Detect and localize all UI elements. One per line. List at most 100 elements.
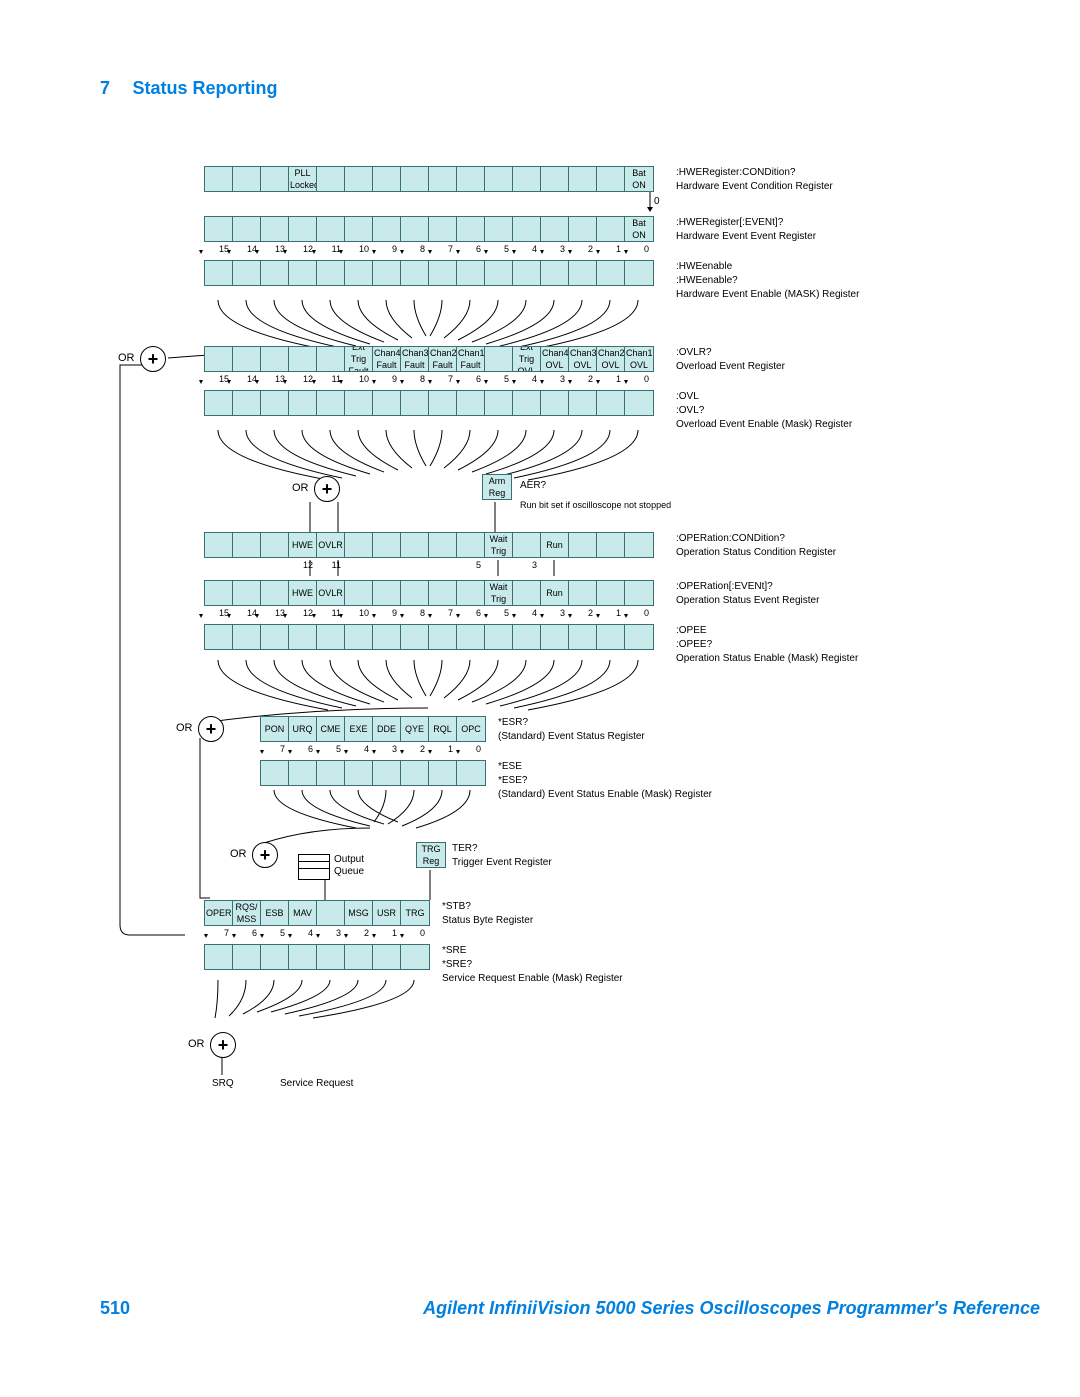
bit-numbers-ovl: 1514131211109876543210 <box>204 374 652 384</box>
or-gate-1: + <box>140 346 166 372</box>
register-bit-cell <box>261 533 289 557</box>
register-bit-cell <box>597 261 625 285</box>
section-title: Status Reporting <box>132 78 277 99</box>
register-bit-cell <box>261 217 289 241</box>
bit-number: 8 <box>400 374 428 384</box>
bit-number: 6 <box>456 608 484 618</box>
register-bit-cell <box>205 217 233 241</box>
bit-numbers-esr: 76543210 <box>260 744 484 754</box>
sre-label: *SRE*SRE?Service Request Enable (Mask) R… <box>442 944 623 986</box>
ovl-event-register: Ext Trig FaultChan4 FaultChan3 FaultChan… <box>204 346 654 372</box>
bit-number: 6 <box>288 744 316 754</box>
bit-number: 4 <box>288 928 316 938</box>
register-bit-cell <box>345 261 373 285</box>
register-bit-cell <box>569 217 597 241</box>
esr-register: PONURQCMEEXEDDEQYERQLOPC <box>260 716 486 742</box>
register-bit-cell <box>261 945 289 969</box>
hwe-enable-register <box>204 260 654 286</box>
register-bit-cell <box>457 261 485 285</box>
section-number: 7 <box>100 78 110 99</box>
ter-label: TER?Trigger Event Register <box>452 842 552 870</box>
op-event-register: HWEOVLRWait TrigRun <box>204 580 654 606</box>
page-footer: 510 Agilent InfiniiVision 5000 Series Os… <box>100 1298 1040 1319</box>
register-bit-cell <box>513 261 541 285</box>
bit-number: 6 <box>456 374 484 384</box>
bit-number: 3 <box>512 560 540 570</box>
register-bit-cell: RQS/ MSS <box>233 901 261 925</box>
register-bit-cell <box>373 625 401 649</box>
run-note: Run bit set if oscilloscope not stopped <box>520 500 671 510</box>
register-bit-cell <box>625 581 653 605</box>
register-bit-cell: Ext Trig Fault <box>345 347 373 371</box>
register-bit-cell <box>429 167 457 191</box>
op-enable-label: :OPEE:OPEE?Operation Status Enable (Mask… <box>676 624 858 666</box>
bit-number: 1 <box>596 244 624 254</box>
register-bit-cell <box>457 167 485 191</box>
register-bit-cell <box>345 217 373 241</box>
register-bit-cell <box>261 261 289 285</box>
bit-number <box>372 560 400 570</box>
register-bit-cell: HWE <box>289 533 317 557</box>
register-bit-cell <box>317 901 345 925</box>
page-header: 7 Status Reporting <box>100 78 277 99</box>
register-bit-cell <box>429 533 457 557</box>
register-bit-cell <box>289 761 317 785</box>
bit-number: 4 <box>512 608 540 618</box>
register-bit-cell: URQ <box>289 717 317 741</box>
register-bit-cell <box>317 625 345 649</box>
bit-number: 1 <box>596 374 624 384</box>
arm-register: Arm Reg <box>482 474 512 500</box>
bit-numbers-op: 1514131211109876543210 <box>204 608 652 618</box>
register-bit-cell <box>205 261 233 285</box>
register-bit-cell <box>205 391 233 415</box>
esr-label: *ESR?(Standard) Event Status Register <box>498 716 645 744</box>
page-number: 510 <box>100 1298 130 1319</box>
register-bit-cell: OVLR <box>317 581 345 605</box>
bit-number: 3 <box>540 374 568 384</box>
register-bit-cell: MSG <box>345 901 373 925</box>
register-bit-cell <box>373 761 401 785</box>
register-bit-cell <box>233 581 261 605</box>
output-queue-icon <box>298 854 330 880</box>
register-bit-cell: Ext Trig OVL <box>513 347 541 371</box>
srq-label: SRQ <box>212 1078 234 1089</box>
bit-number: 2 <box>400 744 428 754</box>
ovl-enable-register <box>204 390 654 416</box>
bit-number: 3 <box>316 928 344 938</box>
register-bit-cell <box>401 625 429 649</box>
bit-number: 9 <box>372 244 400 254</box>
hwe-event-register: Bat ON <box>204 216 654 242</box>
register-bit-cell <box>233 167 261 191</box>
bit-number: 9 <box>372 608 400 618</box>
hwe-cond-label: :HWERegister:CONDition?Hardware Event Co… <box>676 166 833 194</box>
bit-number: 2 <box>344 928 372 938</box>
register-bit-cell <box>289 945 317 969</box>
ese-label: *ESE*ESE?(Standard) Event Status Enable … <box>498 760 712 802</box>
register-bit-cell <box>205 625 233 649</box>
register-bit-cell <box>429 581 457 605</box>
register-bit-cell <box>205 533 233 557</box>
arrow-icon <box>647 207 653 212</box>
bit-number: 3 <box>540 244 568 254</box>
register-bit-cell: DDE <box>373 717 401 741</box>
register-bit-cell <box>597 533 625 557</box>
register-bit-cell <box>289 625 317 649</box>
register-bit-cell: Chan2 OVL <box>597 347 625 371</box>
register-bit-cell <box>485 391 513 415</box>
register-bit-cell <box>205 347 233 371</box>
bit-number: 1 <box>428 744 456 754</box>
register-bit-cell <box>401 167 429 191</box>
or-label-4: OR <box>230 848 247 860</box>
register-bit-cell: Chan4 OVL <box>541 347 569 371</box>
register-bit-cell <box>373 581 401 605</box>
register-bit-cell <box>429 625 457 649</box>
bit-number: 2 <box>568 374 596 384</box>
hwe-condition-register: PLL LockedBat ON <box>204 166 654 192</box>
register-bit-cell <box>317 391 345 415</box>
register-bit-cell <box>625 625 653 649</box>
register-bit-cell <box>401 261 429 285</box>
register-bit-cell <box>429 217 457 241</box>
register-bit-cell <box>317 261 345 285</box>
register-bit-cell: Chan1 OVL <box>625 347 653 371</box>
register-bit-cell <box>569 625 597 649</box>
